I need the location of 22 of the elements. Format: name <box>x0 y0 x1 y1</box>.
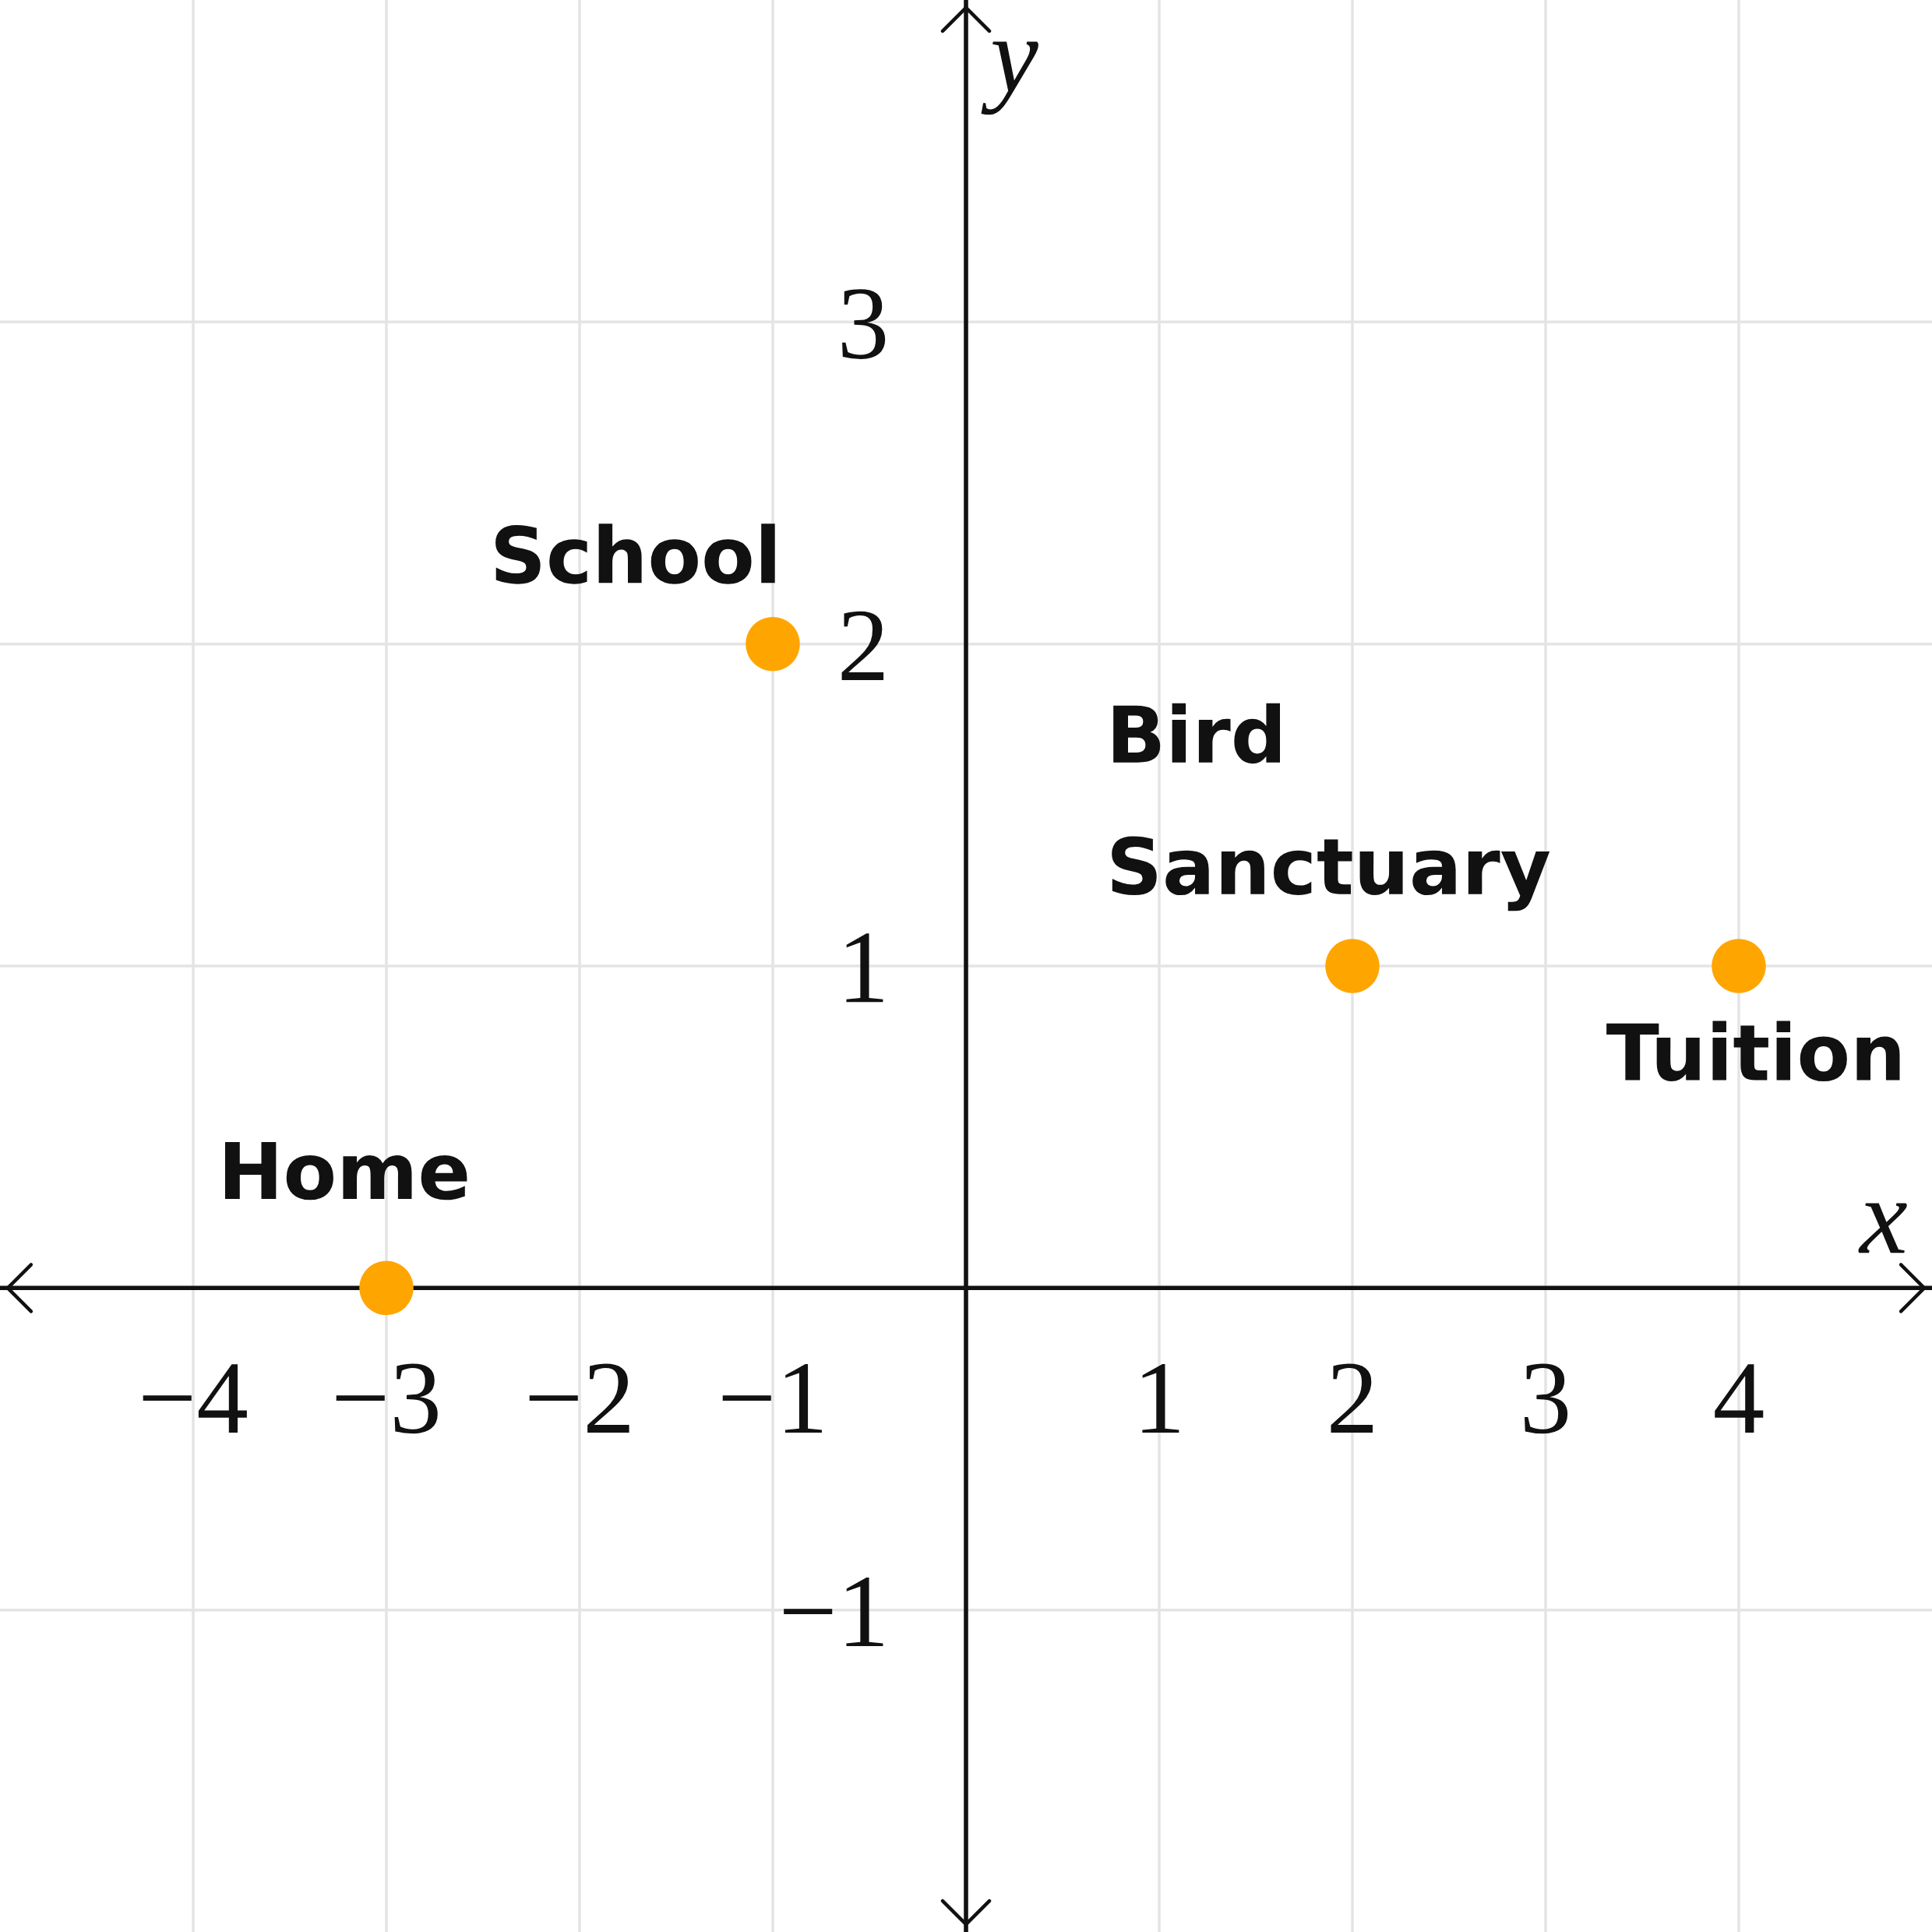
y-tick-label: −1 <box>784 1577 883 1646</box>
annotation: School <box>495 524 775 584</box>
annotation: Bird Sanctuary <box>1112 703 1550 911</box>
x-tick-label: 4 <box>1715 1364 1764 1433</box>
point <box>746 616 800 672</box>
point <box>359 1260 414 1316</box>
y-tick-label: 3 <box>842 289 886 359</box>
y-tick-label: 2 <box>841 611 884 680</box>
point <box>1712 939 1766 993</box>
x-tick-label: 3 <box>1525 1363 1568 1434</box>
annotation: Home <box>224 1142 467 1200</box>
x-tick-label: −2 <box>529 1363 629 1433</box>
x-tick-label: −3 <box>336 1363 438 1434</box>
annotation: Tuition <box>1606 1021 1900 1082</box>
x-tick-label: −4 <box>143 1364 247 1433</box>
point <box>1325 939 1380 993</box>
y-axis-title: y <box>981 41 1038 115</box>
x-axis-title: x <box>1858 1203 1907 1253</box>
x-tick-label: 2 <box>1331 1363 1373 1433</box>
x-tick-label: −1 <box>722 1363 822 1433</box>
y-tick-label: 1 <box>846 933 883 1003</box>
x-tick-label: 1 <box>1142 1363 1179 1433</box>
